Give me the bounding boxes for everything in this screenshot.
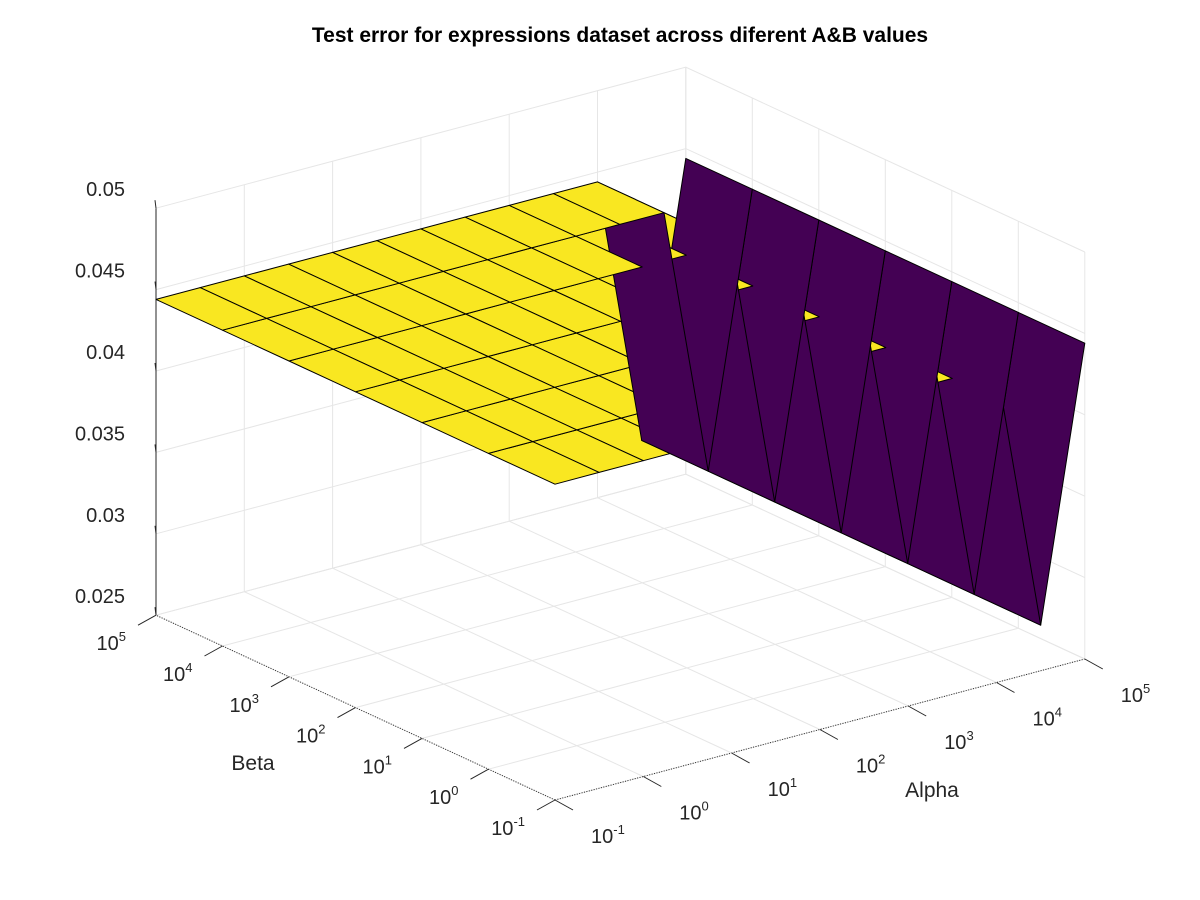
y-tick-label: 103 bbox=[230, 691, 259, 717]
z-tick-label: 0.025 bbox=[75, 586, 125, 608]
y-tick-mark bbox=[204, 645, 223, 657]
z-tick-label: 0.04 bbox=[86, 342, 125, 364]
x-tick-mark bbox=[554, 799, 574, 811]
z-tick-mark bbox=[154, 281, 157, 290]
x-tick-mark bbox=[1084, 658, 1104, 670]
z-tick-mark bbox=[154, 525, 157, 534]
z-tick-mark bbox=[154, 200, 157, 209]
z-tick-label: 0.03 bbox=[86, 505, 125, 527]
y-tick-mark bbox=[337, 707, 356, 719]
x-tick-label: 103 bbox=[944, 728, 973, 754]
x-axis-label: Alpha bbox=[905, 779, 959, 802]
x-tick-mark bbox=[907, 705, 927, 717]
x-tick-label: 101 bbox=[768, 775, 797, 801]
chart-title: Test error for expressions dataset acros… bbox=[312, 24, 928, 47]
x-tick-label: 105 bbox=[1121, 681, 1150, 707]
y-tick-label: 104 bbox=[163, 660, 192, 686]
y-tick-label: 102 bbox=[296, 722, 325, 748]
y-tick-label: 100 bbox=[429, 783, 458, 809]
x-tick-label: 100 bbox=[679, 799, 708, 825]
x-tick-label: 102 bbox=[856, 752, 885, 778]
x-tick-mark bbox=[731, 752, 750, 764]
wall-horizontal-grid-line bbox=[155, 66, 1086, 253]
surface-layer bbox=[155, 157, 1086, 626]
y-tick-mark bbox=[137, 614, 157, 626]
surface-face bbox=[155, 287, 268, 331]
wall-horizontal-grid-line bbox=[155, 473, 1086, 660]
y-tick-label: 101 bbox=[363, 752, 392, 778]
z-tick-mark bbox=[154, 444, 157, 453]
y-tick-mark bbox=[403, 737, 423, 749]
z-tick-label: 0.035 bbox=[75, 423, 125, 445]
x-tick-label: 104 bbox=[1033, 705, 1062, 731]
x-tick-mark bbox=[819, 729, 839, 740]
floor-grid-line-beta bbox=[288, 535, 819, 678]
z-tick-mark bbox=[154, 362, 157, 372]
y-tick-mark bbox=[470, 768, 489, 780]
label-layer: 10-1 100 101 102 103 104 105 10-1 100 101 102 103 10… bbox=[75, 179, 1150, 848]
z-tick-mark bbox=[154, 607, 157, 616]
y-tick-mark bbox=[270, 676, 290, 688]
z-tick-label: 0.05 bbox=[86, 179, 125, 201]
x-tick-mark bbox=[996, 682, 1015, 693]
x-tick-mark bbox=[643, 776, 662, 787]
y-tick-mark bbox=[536, 799, 556, 811]
y-axis-label: Beta bbox=[231, 752, 275, 775]
y-tick-label: 105 bbox=[97, 629, 126, 655]
floor-grid-line-beta bbox=[222, 504, 753, 647]
wall-horizontal-grid-line bbox=[155, 148, 1086, 334]
x-tick-label: 10-1 bbox=[591, 822, 625, 848]
floor-grid-line-beta bbox=[355, 566, 886, 709]
z-tick-label: 0.045 bbox=[75, 261, 125, 283]
axis-layer bbox=[137, 200, 1104, 811]
y-tick-label: 10-1 bbox=[491, 814, 525, 840]
